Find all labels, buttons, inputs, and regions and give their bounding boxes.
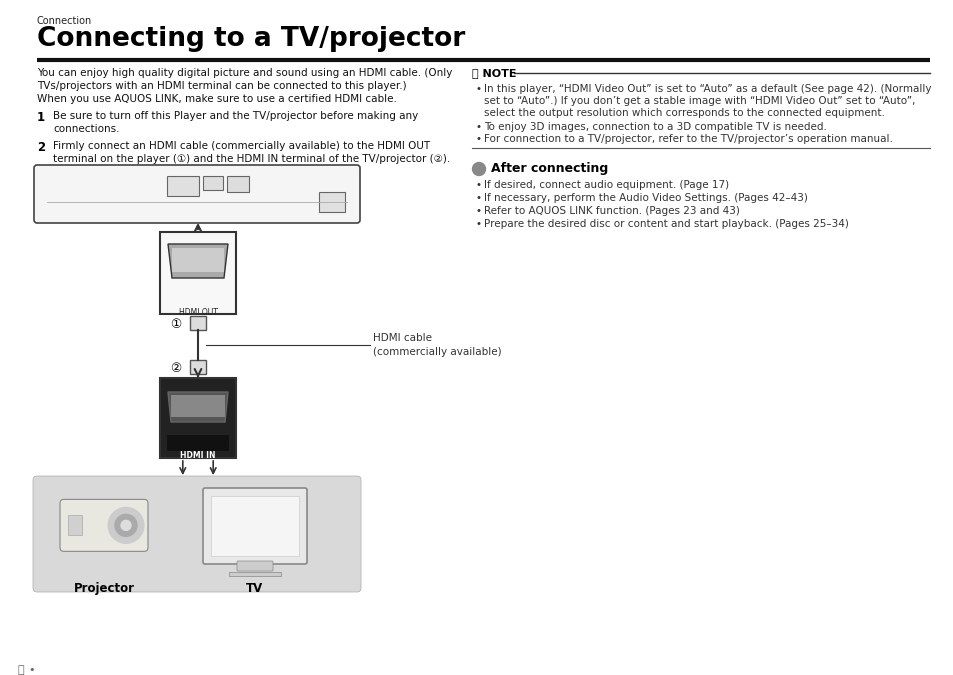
- Bar: [203, 176, 223, 190]
- Polygon shape: [168, 392, 228, 422]
- Circle shape: [472, 163, 485, 176]
- Bar: [229, 572, 281, 576]
- Bar: [171, 395, 225, 417]
- FancyBboxPatch shape: [33, 476, 360, 592]
- Text: •: •: [476, 134, 481, 144]
- Polygon shape: [168, 244, 228, 278]
- Text: Connecting to a TV/projector: Connecting to a TV/projector: [37, 26, 465, 52]
- Bar: [318, 192, 345, 212]
- Text: HDMI cable: HDMI cable: [373, 333, 432, 343]
- Text: Prepare the desired disc or content and start playback. (Pages 25–34): Prepare the desired disc or content and …: [483, 219, 848, 229]
- Text: You can enjoy high quality digital picture and sound using an HDMI cable. (Only: You can enjoy high quality digital pictu…: [37, 68, 452, 78]
- Bar: [227, 176, 249, 192]
- Circle shape: [115, 514, 137, 537]
- Text: 2: 2: [37, 141, 45, 154]
- Text: If necessary, perform the Audio Video Settings. (Pages 42–43): If necessary, perform the Audio Video Se…: [483, 193, 807, 203]
- Text: In this player, “HDMI Video Out” is set to “Auto” as a default (See page 42). (N: In this player, “HDMI Video Out” is set …: [483, 84, 930, 94]
- Text: •: •: [476, 122, 481, 132]
- Text: TV: TV: [246, 582, 263, 595]
- Bar: [160, 232, 235, 314]
- Text: After connecting: After connecting: [491, 162, 608, 175]
- Text: •: •: [28, 665, 34, 675]
- Text: For connection to a TV/projector, refer to the TV/projector’s operation manual.: For connection to a TV/projector, refer …: [483, 134, 892, 144]
- Bar: [172, 248, 224, 272]
- Text: •: •: [476, 180, 481, 190]
- Text: If desired, connect audio equipment. (Page 17): If desired, connect audio equipment. (Pa…: [483, 180, 728, 190]
- Bar: [190, 360, 206, 374]
- Text: To enjoy 3D images, connection to a 3D compatible TV is needed.: To enjoy 3D images, connection to a 3D c…: [483, 122, 826, 132]
- Bar: [160, 378, 235, 458]
- Bar: [190, 316, 206, 330]
- Circle shape: [108, 508, 144, 543]
- Text: When you use AQUOS LINK, make sure to use a certified HDMI cable.: When you use AQUOS LINK, make sure to us…: [37, 94, 396, 104]
- Bar: [68, 515, 82, 535]
- Text: •: •: [476, 193, 481, 203]
- Text: Be sure to turn off this Player and the TV/projector before making any: Be sure to turn off this Player and the …: [53, 111, 417, 121]
- Text: ⓔ: ⓔ: [18, 665, 25, 675]
- Text: •: •: [476, 219, 481, 229]
- Text: Projector: Projector: [73, 582, 134, 595]
- Text: (commercially available): (commercially available): [373, 347, 501, 357]
- FancyBboxPatch shape: [34, 165, 359, 223]
- Text: Firmly connect an HDMI cable (commercially available) to the HDMI OUT: Firmly connect an HDMI cable (commercial…: [53, 141, 430, 151]
- Text: ②: ②: [171, 362, 181, 375]
- Text: set to “Auto”.) If you don’t get a stable image with “HDMI Video Out” set to “Au: set to “Auto”.) If you don’t get a stabl…: [483, 96, 915, 106]
- FancyBboxPatch shape: [60, 500, 148, 551]
- Text: 1: 1: [37, 111, 45, 124]
- Text: TVs/projectors with an HDMI terminal can be connected to this player.): TVs/projectors with an HDMI terminal can…: [37, 81, 406, 91]
- Text: Connection: Connection: [37, 16, 92, 26]
- Text: ①: ①: [171, 319, 181, 331]
- Text: HDMI OUT: HDMI OUT: [178, 308, 217, 317]
- Text: connections.: connections.: [53, 124, 119, 134]
- FancyBboxPatch shape: [203, 488, 307, 564]
- Circle shape: [121, 520, 131, 531]
- FancyBboxPatch shape: [236, 561, 273, 571]
- Text: Refer to AQUOS LINK function. (Pages 23 and 43): Refer to AQUOS LINK function. (Pages 23 …: [483, 206, 740, 216]
- Text: •: •: [476, 84, 481, 94]
- Text: ⎙ NOTE: ⎙ NOTE: [472, 68, 516, 78]
- Text: •: •: [476, 206, 481, 216]
- FancyBboxPatch shape: [167, 435, 229, 451]
- Text: HDMI IN: HDMI IN: [180, 451, 215, 460]
- Text: terminal on the player (①) and the HDMI IN terminal of the TV/projector (②).: terminal on the player (①) and the HDMI …: [53, 154, 450, 164]
- Text: select the output resolution which corresponds to the connected equipment.: select the output resolution which corre…: [483, 108, 884, 118]
- Bar: [211, 496, 298, 556]
- Bar: [167, 176, 199, 196]
